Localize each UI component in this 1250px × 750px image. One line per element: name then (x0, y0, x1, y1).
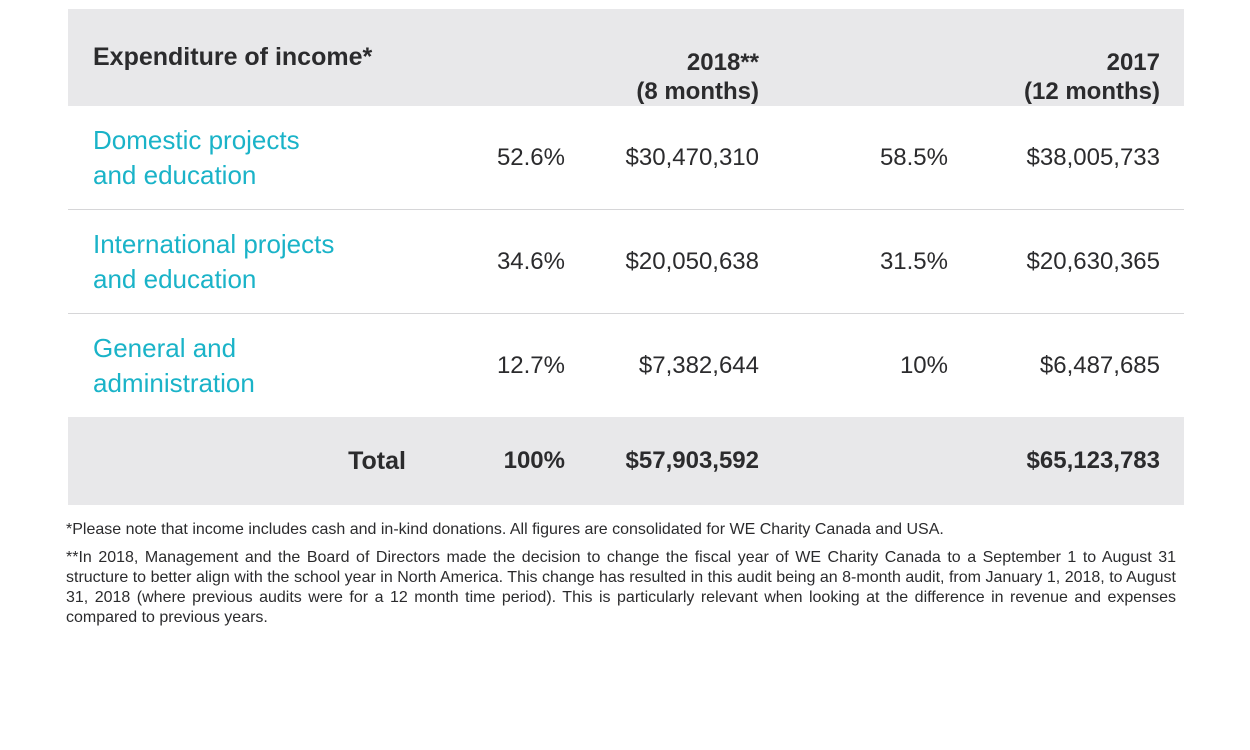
total-amount-2018: $57,903,592 (625, 447, 759, 474)
amount-2017-cell: $38,005,733 (1026, 143, 1160, 171)
total-label: Total (348, 446, 406, 475)
pct-2017-cell: 10% (899, 351, 948, 379)
total-amount-2017: $65,123,783 (1026, 447, 1160, 474)
table-header-label: Expenditure of income* (93, 43, 373, 71)
table-row-general-admin: General and administration 12.7% $7,382,… (68, 314, 1184, 417)
amount-2017-cell: $20,630,365 (1026, 247, 1160, 275)
column-header-2017: 2017 (12 months) (1024, 9, 1160, 106)
footnote-income: *Please note that income includes cash a… (66, 521, 944, 538)
footnote-fiscal-year: **In 2018, Management and the Board of D… (66, 549, 1176, 626)
table-total-row: Total 100% $57,903,592 $65,123,783 (68, 417, 1184, 505)
total-pct-2018: 100% (503, 447, 565, 474)
column-header-2018: 2018** (8 months) (636, 9, 759, 106)
amount-2018-cell: $30,470,310 (625, 143, 759, 171)
column-header-2017-year: 2017 (1106, 49, 1160, 76)
column-header-2018-period: (8 months) (636, 78, 759, 105)
pct-2018-cell: 12.7% (496, 351, 565, 379)
amount-2017-cell: $6,487,685 (1039, 351, 1160, 379)
row-label: International projects and education (93, 228, 335, 294)
table-header-row: Expenditure of income* 2018** (8 months)… (68, 9, 1184, 106)
pct-2017-cell: 31.5% (879, 247, 948, 275)
amount-2018-cell: $20,050,638 (625, 247, 759, 275)
pct-2018-cell: 52.6% (496, 143, 565, 171)
amount-2018-cell: $7,382,644 (638, 351, 759, 379)
table-row-international: International projects and education 34.… (68, 210, 1184, 314)
pct-2018-cell: 34.6% (496, 247, 565, 275)
column-header-2017-period: (12 months) (1023, 78, 1160, 105)
row-label: Domestic projects and education (93, 124, 300, 190)
footnotes: *Please note that income includes cash a… (66, 520, 1176, 636)
expenditure-table: Expenditure of income* 2018** (8 months)… (68, 9, 1184, 505)
row-label: General and administration (93, 332, 255, 398)
table-row-domestic: Domestic projects and education 52.6% $3… (68, 106, 1184, 210)
column-header-2018-year: 2018** (686, 49, 759, 76)
pct-2017-cell: 58.5% (879, 143, 948, 171)
